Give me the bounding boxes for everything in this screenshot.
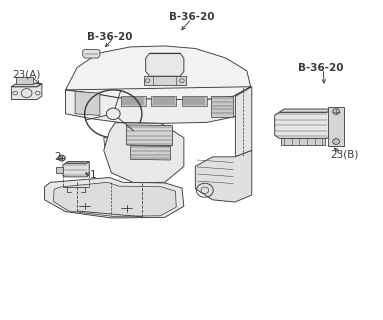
Polygon shape — [121, 96, 146, 106]
Circle shape — [333, 109, 340, 115]
Polygon shape — [236, 87, 252, 157]
Polygon shape — [44, 178, 184, 218]
Polygon shape — [11, 84, 42, 87]
Polygon shape — [63, 162, 89, 177]
Polygon shape — [65, 46, 250, 100]
Polygon shape — [328, 108, 344, 146]
Polygon shape — [279, 109, 332, 112]
Polygon shape — [65, 162, 89, 163]
Polygon shape — [131, 146, 170, 160]
Polygon shape — [75, 92, 100, 116]
Text: 1: 1 — [90, 170, 97, 180]
Polygon shape — [182, 96, 207, 106]
Text: B-36-20: B-36-20 — [169, 12, 214, 22]
Polygon shape — [56, 167, 63, 173]
Text: B-36-20: B-36-20 — [298, 63, 344, 73]
Text: B-36-20: B-36-20 — [87, 32, 132, 42]
Circle shape — [58, 155, 65, 161]
Polygon shape — [151, 96, 176, 106]
Polygon shape — [144, 76, 186, 85]
Polygon shape — [275, 109, 332, 138]
Polygon shape — [281, 138, 325, 145]
Text: 23(B): 23(B) — [330, 149, 358, 159]
Polygon shape — [83, 50, 100, 58]
Polygon shape — [146, 53, 184, 76]
Polygon shape — [65, 87, 250, 123]
Text: 23(A): 23(A) — [13, 70, 41, 80]
Polygon shape — [195, 150, 252, 202]
Circle shape — [333, 139, 340, 144]
Polygon shape — [11, 84, 42, 100]
Polygon shape — [53, 182, 176, 216]
Text: 2: 2 — [54, 152, 61, 162]
Polygon shape — [104, 123, 184, 183]
Polygon shape — [127, 125, 172, 146]
Polygon shape — [104, 138, 125, 155]
Polygon shape — [16, 77, 33, 84]
Polygon shape — [211, 96, 234, 117]
